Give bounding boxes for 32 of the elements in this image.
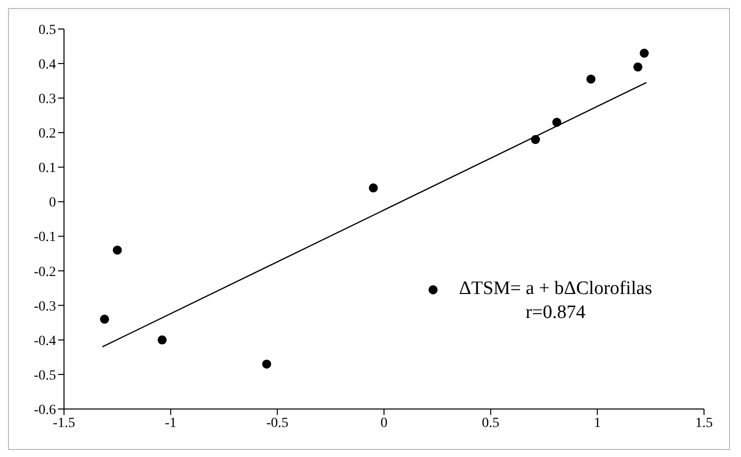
- point: [368, 183, 378, 192]
- annotation: r=0.874: [524, 301, 586, 325]
- x-tick-label: -1.5: [52, 416, 76, 431]
- point: [112, 246, 122, 255]
- x-tick-label: 0: [380, 416, 388, 431]
- x-tick-label: 1.5: [695, 416, 713, 431]
- point: [262, 360, 272, 369]
- x-tick-label: 0.5: [482, 416, 500, 431]
- y-tick-label: 0.5: [38, 22, 56, 38]
- x-tick-label: -1: [164, 416, 177, 431]
- point: [100, 314, 110, 324]
- point: [633, 62, 642, 72]
- y-tick-label: 0.3: [38, 92, 56, 108]
- point: [586, 74, 596, 84]
- y-tick-label: 0.4: [38, 58, 56, 73]
- y-tick-label: -0.5: [34, 368, 56, 384]
- y-tick-label: -0.6: [34, 402, 56, 418]
- y-tick-label: 0.2: [38, 126, 56, 142]
- x-tick-label: -0.5: [266, 416, 288, 431]
- point: [530, 135, 540, 144]
- y-tick-label: 0: [49, 196, 56, 211]
- point: [552, 118, 562, 127]
- y-tick-label: -0.1: [34, 230, 56, 246]
- point: [428, 285, 438, 294]
- y-tick-label: 0.1: [38, 161, 56, 176]
- y-tick-label: -0.4: [34, 334, 56, 349]
- point: [640, 48, 649, 58]
- y-tick-label: -0.3: [34, 299, 56, 314]
- y-tick-label: -0.2: [34, 264, 56, 280]
- annotation: ΔTSM= a + bΔClorofilas: [459, 277, 652, 301]
- point: [158, 335, 167, 344]
- x-tick-label: 1: [594, 416, 601, 431]
